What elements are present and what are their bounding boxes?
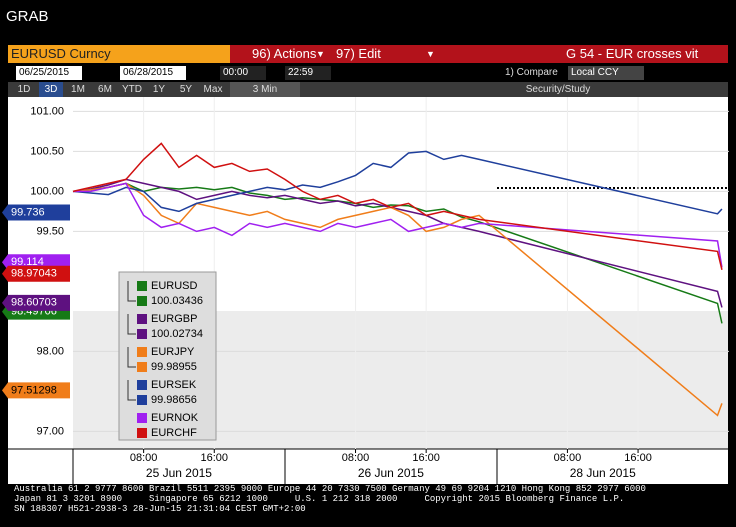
legend-swatch (137, 413, 147, 423)
series-line (72, 182, 723, 417)
window-title: GRAB (6, 8, 49, 25)
legend-value: 100.02734 (151, 328, 203, 340)
legend-swatch (137, 329, 147, 339)
study-button[interactable]: Security/Study (525, 84, 591, 95)
y-tick-label: 97.00 (36, 425, 64, 437)
legend-value: 99.98955 (151, 361, 197, 373)
end-time[interactable]: 22:59 (285, 66, 331, 80)
legend-box (118, 271, 217, 441)
value-tag-label: 98.97043 (11, 268, 57, 280)
legend-swatch (137, 314, 147, 324)
series-line (72, 178, 723, 308)
series-line (72, 150, 723, 215)
legend-name: EURCHF (151, 427, 197, 439)
period-button[interactable]: 5Y (179, 84, 193, 95)
legend-swatch (137, 347, 147, 357)
legend-connector (127, 380, 136, 401)
period-bar: 3 Min Security/Study 1D 3D 1M 6M YTD 1Y 5Y Max (8, 82, 728, 97)
edit-menu[interactable]: 97) Edit (336, 46, 381, 61)
legend-connector (127, 347, 136, 368)
legend-value: 99.98656 (151, 394, 197, 406)
footer-line: Australia 61 2 9777 8600 Brazil 5511 239… (14, 484, 646, 494)
x-tick-label: 08:00 (554, 452, 582, 464)
legend-connector (127, 281, 136, 302)
value-tag-label: 98.60703 (11, 297, 57, 309)
x-tick-label: 16:00 (412, 452, 440, 464)
y-tick-label: 100.50 (30, 145, 64, 157)
security-field[interactable]: EURUSD Curncy (8, 45, 230, 63)
day-label: 25 Jun 2015 (146, 466, 212, 480)
value-tag-label: 99.736 (11, 206, 45, 218)
legend-swatch (137, 380, 147, 390)
period-button[interactable]: 1Y (152, 84, 166, 95)
period-button[interactable]: 6M (98, 84, 112, 95)
end-date[interactable]: 06/28/2015 (120, 66, 186, 80)
value-tag (2, 265, 70, 282)
value-tag-label: 97.51298 (11, 384, 57, 396)
dropdown-arrow: ▼ (316, 49, 325, 59)
y-tick-label: 101.00 (30, 105, 64, 117)
y-tick-label: 99.50 (36, 225, 64, 237)
footer-line: SN 188307 H521-2938-3 28-Jun-15 21:31:04… (14, 504, 306, 514)
period-button[interactable]: 3D (39, 82, 63, 97)
chart: 101.00 100.50 100.00 99.50 98.00 97.00 08:00 16… (2, 97, 729, 484)
legend-name: EURNOK (151, 412, 199, 424)
legend-swatch (137, 428, 147, 438)
footer: Australia 61 2 9777 8600 Brazil 5511 239… (14, 484, 646, 514)
legend-name: EURJPY (151, 346, 195, 358)
header-bar (230, 45, 728, 63)
value-tag-label: 99.114 (11, 256, 44, 268)
page-title: G 54 - EUR crosses vit (566, 46, 699, 61)
series-line (73, 182, 723, 268)
footer-line: Japan 81 3 3201 8900 Singapore 65 6212 1… (14, 494, 625, 504)
y-tick-label: 98.00 (36, 345, 64, 357)
day-label: 28 Jun 2015 (570, 466, 636, 480)
legend-swatch (137, 395, 147, 405)
series-line (72, 142, 723, 270)
start-time[interactable]: 00:00 (220, 66, 266, 80)
dropdown-arrow: ▼ (426, 49, 435, 59)
period-button[interactable]: Max (203, 84, 223, 95)
start-date[interactable]: 06/25/2015 (16, 66, 82, 80)
legend-name: EURUSD (151, 280, 198, 292)
period-button[interactable]: 1M (71, 84, 85, 95)
value-tag (2, 204, 70, 221)
legend-connector (127, 314, 136, 335)
legend-swatch (137, 296, 147, 306)
actions-menu[interactable]: 96) Actions (252, 46, 317, 61)
legend-value: 100.03436 (151, 295, 203, 307)
legend-swatch (137, 362, 147, 372)
day-label: 26 Jun 2015 (358, 466, 424, 480)
interval-select[interactable]: 3 Min (230, 82, 300, 97)
x-tick-label: 08:00 (130, 452, 158, 464)
legend-name: EURSEK (151, 379, 197, 391)
currency-field[interactable]: Local CCY (568, 66, 644, 80)
period-button[interactable]: YTD (122, 84, 142, 95)
period-button[interactable]: 1D (17, 84, 31, 95)
x-tick-label: 16:00 (200, 452, 228, 464)
y-tick-label: 100.00 (30, 185, 64, 197)
x-tick-label: 08:00 (342, 452, 370, 464)
legend-name: EURGBP (151, 313, 197, 325)
series-line (72, 182, 723, 324)
legend-swatch (137, 281, 147, 291)
x-tick-label: 16:00 (624, 452, 652, 464)
value-tag (2, 294, 70, 311)
compare-button[interactable]: 1) Compare (505, 67, 558, 78)
value-tag (2, 382, 70, 399)
